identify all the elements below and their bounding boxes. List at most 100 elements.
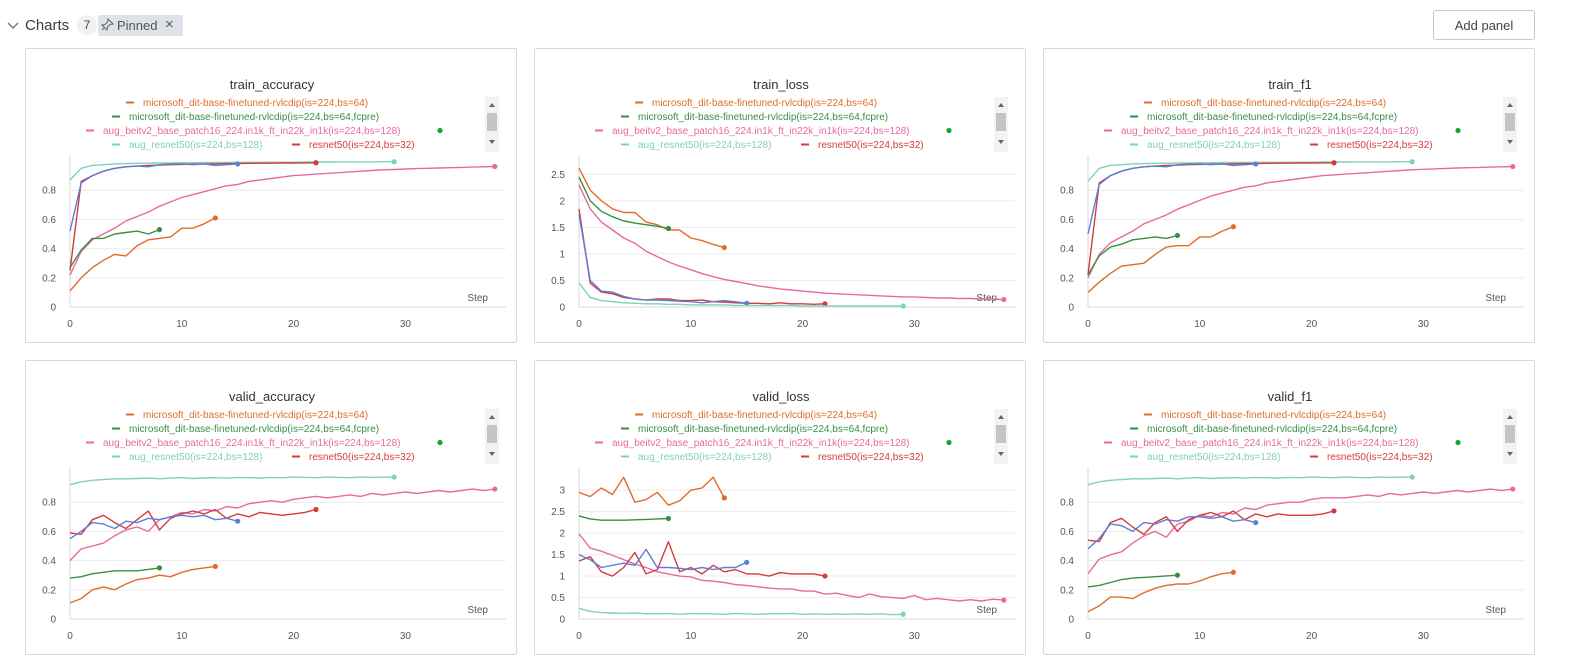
series-line[interactable] [578,184,1004,301]
series-line[interactable] [578,540,826,577]
series-line[interactable] [1087,476,1413,486]
legend-entry[interactable]: microsoft_dit-base-finetuned-rvlcdip(is=… [143,410,368,421]
series-line[interactable] [578,533,1004,602]
scroll-down-icon[interactable] [489,140,495,144]
legend-entry[interactable]: aug_beitv2_base_patch16_224.in1k_ft_in22… [1121,438,1418,449]
x-tick-label: 20 [288,319,300,330]
legend-entry[interactable]: aug_beitv2_base_patch16_224.in1k_ft_in22… [612,438,909,449]
legend-entry[interactable]: microsoft_dit-base-finetuned-rvlcdip(is=… [1147,112,1397,123]
scroll-down-icon[interactable] [998,140,1004,144]
series-line[interactable] [69,162,316,271]
series-line[interactable] [69,160,395,181]
legend-entry[interactable]: microsoft_dit-base-finetuned-rvlcdip(is=… [638,112,888,123]
series-line[interactable] [69,508,317,536]
legend-entry[interactable]: aug_resnet50(is=224,bs=128) [1147,140,1280,151]
legend-entry[interactable]: aug_resnet50(is=224,bs=128) [638,140,771,151]
chart-panel-valid-accuracy[interactable]: valid_accuracy microsoft_dit-base-finetun… [25,360,517,655]
pinned-filter-chip[interactable]: Pinned × [98,15,183,36]
scroll-thumb[interactable] [996,425,1006,443]
legend-entry[interactable]: microsoft_dit-base-finetuned-rvlcdip(is=… [129,424,379,435]
chart-panel-train-f1[interactable]: train_f1 microsoft_dit-base-finetuned-rvl… [1043,48,1535,343]
chart-panel-valid-f1[interactable]: valid_f1 microsoft_dit-base-finetuned-rvl… [1043,360,1535,655]
series-line[interactable] [1087,163,1256,235]
legend-entry[interactable]: microsoft_dit-base-finetuned-rvlcdip(is=… [1161,410,1386,421]
scroll-down-icon[interactable] [489,452,495,456]
series-line[interactable] [578,515,669,521]
legend-entry[interactable]: microsoft_dit-base-finetuned-rvlcdip(is=… [129,112,379,123]
legend-scrollbar[interactable] [1503,409,1517,464]
series-line[interactable] [1087,234,1178,276]
series-line[interactable] [1087,488,1513,575]
legend-entry[interactable]: aug_resnet50(is=224,bs=128) [129,140,262,151]
series-line[interactable] [69,476,395,486]
scroll-thumb[interactable] [487,113,497,131]
legend-entry[interactable]: resnet50(is=224,bs=32) [309,140,415,151]
series-line[interactable] [69,567,160,579]
legend-entry[interactable]: resnet50(is=224,bs=32) [1327,140,1433,151]
legend-entry[interactable]: resnet50(is=224,bs=32) [309,452,415,463]
scroll-down-icon[interactable] [1507,140,1513,144]
chart-panel-train-accuracy[interactable]: train_accuracy microsoft_dit-base-finetun… [25,48,517,343]
legend-entry[interactable]: aug_beitv2_base_patch16_224.in1k_ft_in22… [103,126,400,137]
legend-entry[interactable]: aug_resnet50(is=224,bs=128) [129,452,262,463]
legend-entry[interactable]: aug_beitv2_base_patch16_224.in1k_ft_in22… [103,438,400,449]
scroll-up-icon[interactable] [489,103,495,107]
legend-entry[interactable]: microsoft_dit-base-finetuned-rvlcdip(is=… [638,424,888,435]
legend-entry[interactable]: aug_resnet50(is=224,bs=128) [1147,452,1280,463]
legend-entry[interactable]: microsoft_dit-base-finetuned-rvlcdip(is=… [1147,424,1397,435]
scroll-thumb[interactable] [1505,425,1515,443]
legend-entry[interactable]: resnet50(is=224,bs=32) [818,452,924,463]
series-line[interactable] [578,208,825,306]
legend-entry[interactable]: microsoft_dit-base-finetuned-rvlcdip(is=… [652,98,877,109]
series-line[interactable] [578,476,725,506]
scroll-up-icon[interactable] [489,415,495,419]
scroll-down-icon[interactable] [998,452,1004,456]
chevron-down-icon[interactable] [6,19,20,33]
series-line[interactable] [578,548,747,571]
legend-scrollbar[interactable] [1503,97,1517,152]
series-line[interactable] [578,167,725,249]
legend-scrollbar[interactable] [485,409,499,464]
legend-entry[interactable]: microsoft_dit-base-finetuned-rvlcdip(is=… [1161,98,1386,109]
legend-scrollbar[interactable] [994,97,1008,152]
series-line[interactable] [578,176,669,230]
series-line[interactable] [1087,160,1413,182]
scroll-up-icon[interactable] [1507,103,1513,107]
scroll-thumb[interactable] [1505,113,1515,131]
series-line[interactable] [1087,165,1513,279]
legend-entry[interactable]: aug_beitv2_base_patch16_224.in1k_ft_in22… [1121,126,1418,137]
series-line[interactable] [69,163,238,232]
chart-panel-valid-loss[interactable]: valid_loss microsoft_dit-base-finetuned-r… [534,360,1026,655]
scroll-thumb[interactable] [487,425,497,443]
legend-entry[interactable]: resnet50(is=224,bs=32) [818,140,924,151]
series-line[interactable] [1087,516,1256,550]
legend-scrollbar[interactable] [994,409,1008,464]
add-panel-button[interactable]: Add panel [1433,10,1535,40]
series-line[interactable] [69,565,216,604]
close-icon[interactable]: × [165,16,174,33]
series-line[interactable] [1087,574,1178,588]
legend-entry[interactable]: aug_beitv2_base_patch16_224.in1k_ft_in22… [612,126,909,137]
series-line[interactable] [69,217,216,292]
series-line[interactable] [578,213,747,304]
series-line[interactable] [69,228,160,268]
series-line[interactable] [69,165,495,276]
legend-entry[interactable]: microsoft_dit-base-finetuned-rvlcdip(is=… [652,410,877,421]
chart-panel-train-loss[interactable]: train_loss microsoft_dit-base-finetuned-r… [534,48,1026,343]
legend-entry[interactable]: resnet50(is=224,bs=32) [1327,452,1433,463]
scroll-up-icon[interactable] [998,103,1004,107]
series-line[interactable] [1087,510,1335,543]
legend-scrollbar[interactable] [485,97,499,152]
series-line[interactable] [1087,571,1234,613]
series-line[interactable] [1087,226,1234,293]
series-line[interactable] [578,607,904,616]
scroll-up-icon[interactable] [998,415,1004,419]
scroll-up-icon[interactable] [1507,415,1513,419]
series-line[interactable] [578,282,904,307]
legend-entry[interactable]: microsoft_dit-base-finetuned-rvlcdip(is=… [143,98,368,109]
scroll-down-icon[interactable] [1507,452,1513,456]
series-line[interactable] [69,514,238,540]
scroll-thumb[interactable] [996,113,1006,131]
legend-entry[interactable]: aug_resnet50(is=224,bs=128) [638,452,771,463]
series-line[interactable] [69,488,495,562]
